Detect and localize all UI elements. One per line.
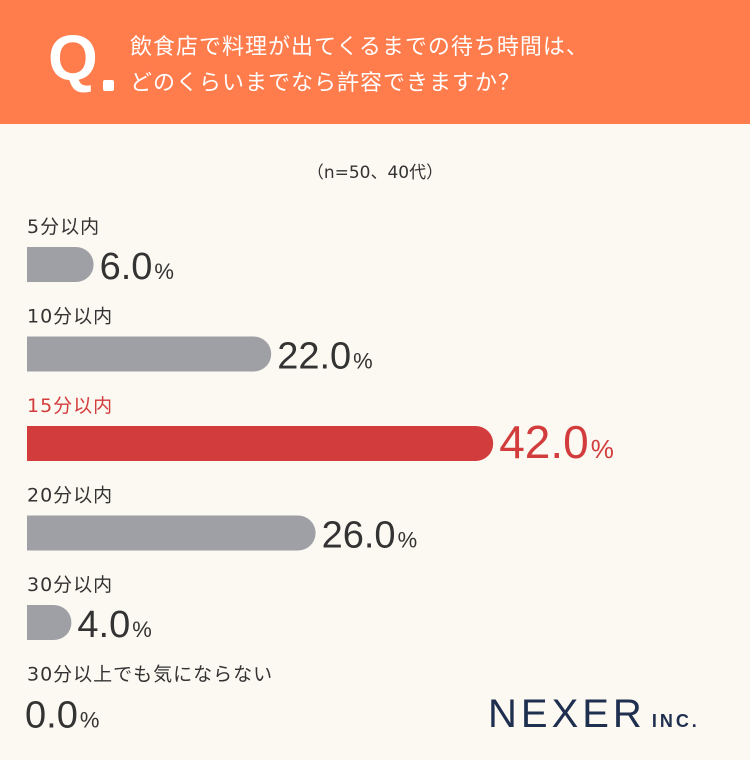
bar xyxy=(27,515,316,551)
category-label: 10分以内 xyxy=(27,306,113,328)
logo-main: NEXER xyxy=(488,692,646,736)
category-label: 15分以内 xyxy=(27,395,113,417)
sample-note: （n=50、40代） xyxy=(306,163,444,183)
bar xyxy=(27,605,72,640)
q-dot xyxy=(103,80,114,91)
question-line-1: 飲食店で料理が出てくるまでの待ち時間は、 xyxy=(130,35,589,60)
bar xyxy=(27,426,494,461)
q-mark: Q xyxy=(48,22,98,94)
category-label: 30分以上でも気にならない xyxy=(27,664,273,686)
category-label: 20分以内 xyxy=(27,485,113,507)
question-line-2: どのくらいまでなら許容できますか？ xyxy=(130,71,522,96)
category-label: 30分以内 xyxy=(27,574,113,596)
value-label: 22.0% xyxy=(277,336,373,378)
value-label: 4.0% xyxy=(77,604,151,646)
bar xyxy=(27,336,272,372)
header-banner: Q 飲食店で料理が出てくるまでの待ち時間は、 どのくらいまでなら許容できますか？ xyxy=(0,0,750,124)
value-label: 0.0% xyxy=(25,695,99,737)
bar xyxy=(27,247,94,282)
category-label: 5分以内 xyxy=(27,216,100,238)
value-label: 26.0% xyxy=(322,515,418,557)
logo-sub: INC. xyxy=(651,711,700,731)
value-label: 42.0% xyxy=(499,416,614,468)
question-text: 飲食店で料理が出てくるまでの待ち時間は、 どのくらいまでなら許容できますか？ xyxy=(130,30,730,102)
nexer-logo: NEXER INC. xyxy=(488,692,700,737)
value-label: 6.0% xyxy=(100,246,174,288)
